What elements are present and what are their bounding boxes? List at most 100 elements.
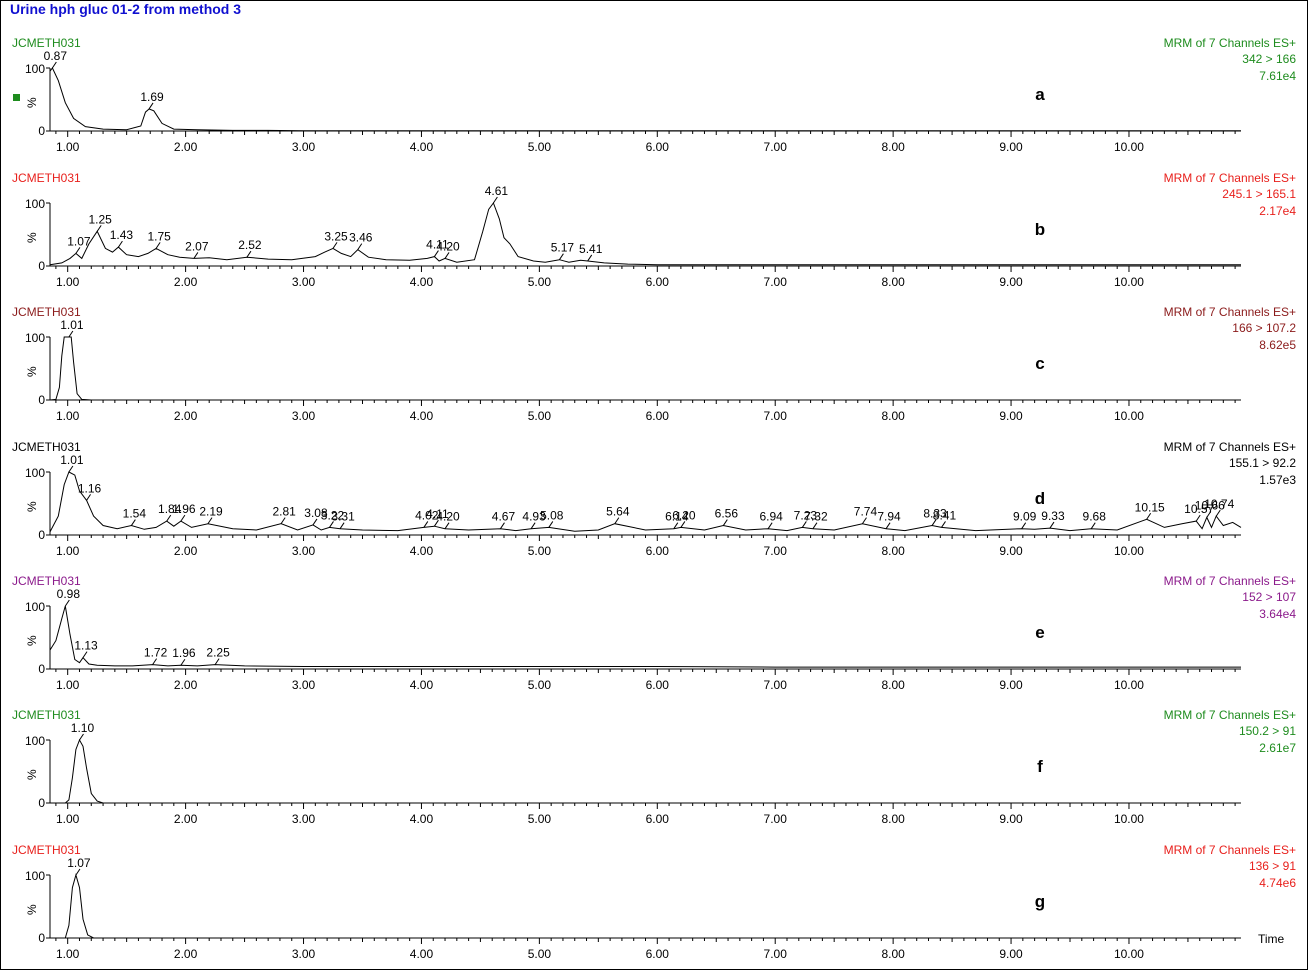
panel-d-trace	[49, 471, 1242, 533]
panel-d-peak-label: 3.31	[331, 510, 355, 524]
panel-f-y-tick-label-100: 100	[25, 734, 45, 748]
panel-d-peak-label: 8.33	[923, 507, 947, 521]
panel-d-peak-label: 8.41	[933, 508, 957, 522]
panel-d-peak-label: 1.84	[158, 502, 182, 516]
panel-b-x-tick-label: 3.00	[292, 275, 316, 289]
panel-b-x-tick-label: 10.00	[1114, 275, 1144, 289]
panel-a-trace	[49, 67, 1241, 132]
panel-e-peak-label: 0.98	[57, 587, 81, 601]
panel-e-x-tick-label: 7.00	[764, 678, 788, 692]
panel-c-x-tick-label: 9.00	[999, 409, 1023, 423]
panel-f-transition: 150.2 > 91	[1239, 724, 1296, 738]
panel-d-peak-leader	[434, 519, 439, 527]
panel-b-intensity: 2.17e4	[1259, 204, 1296, 218]
x-axis-label: Time	[1258, 932, 1285, 946]
panel-b-peak-label: 4.11	[426, 238, 449, 252]
panel-a-y-tick-label-0: 0	[38, 124, 45, 138]
panel-d-peak-label: 4.02	[415, 508, 439, 522]
panel-c-transition: 166 > 107.2	[1232, 321, 1296, 335]
panel-d-y-tick-label-100: 100	[25, 466, 45, 480]
panel-c-intensity: 8.62e5	[1259, 338, 1296, 352]
panel-d-peak-leader	[722, 519, 728, 526]
panel-g-x-tick-label: 4.00	[410, 947, 434, 961]
panel-g-x-tick-label: 6.00	[646, 947, 670, 961]
panel-a-peak-leader	[148, 102, 154, 110]
panel-d-peak-label: 10.74	[1204, 497, 1234, 511]
panel-b-peak-label: 1.43	[110, 228, 134, 242]
panel-e-peak-label: 1.96	[172, 646, 196, 660]
panel-g-scan: MRM of 7 Channels ES+	[1164, 843, 1296, 857]
panel-d-peak-leader	[312, 518, 318, 526]
panel-g-y-tick-label-0: 0	[38, 931, 45, 945]
panel-b-x-tick-label: 9.00	[999, 275, 1023, 289]
panel-d-peak-label: 4.93	[522, 510, 546, 524]
panel-a-intensity: 7.61e4	[1259, 69, 1296, 83]
panel-a-sample: JCMETH031	[12, 36, 81, 50]
panel-d-peak-leader	[680, 521, 686, 528]
panel-c-x-tick-label: 8.00	[881, 409, 905, 423]
panel-d-peak-leader	[280, 517, 286, 524]
panel-d-peak-label: 10.66	[1195, 498, 1225, 512]
panel-d-peak-label: 10.57	[1184, 502, 1214, 516]
panel-f-x-tick-label: 3.00	[292, 812, 316, 826]
panel-f-x-tick-label: 2.00	[174, 812, 198, 826]
panel-c-x-tick-label: 7.00	[764, 409, 788, 423]
panel-d-peak-label: 6.20	[672, 508, 696, 522]
panel-f-x-tick-label: 9.00	[999, 812, 1023, 826]
panel-g-x-tick-label: 9.00	[999, 947, 1023, 961]
panel-e-scan: MRM of 7 Channels ES+	[1164, 574, 1296, 588]
panel-a-x-tick-label: 9.00	[999, 140, 1023, 154]
panel-b-peak-label: 3.25	[324, 229, 348, 243]
panel-d-x-tick-label: 5.00	[528, 544, 552, 558]
panel-b-trace	[49, 201, 1241, 266]
panel-d-peak-label: 4.11	[426, 507, 449, 521]
panel-a-x-tick-label: 10.00	[1114, 140, 1144, 154]
trace-select-marker	[13, 94, 20, 101]
panel-f-x-tick-label: 1.00	[56, 812, 80, 826]
panel-d-peak-leader	[1090, 522, 1096, 529]
panel-d-peak-label: 7.94	[877, 510, 901, 524]
panel-e-peak-leader	[214, 658, 220, 665]
panel-e-peak-leader	[64, 599, 70, 607]
panel-b-peak-label: 5.41	[579, 242, 603, 256]
panel-a-x-tick-label: 7.00	[764, 140, 788, 154]
panel-d-peak-leader	[130, 519, 136, 526]
panel-f-y-label: %	[25, 769, 39, 780]
panel-f-x-tick-label: 8.00	[881, 812, 905, 826]
panel-a-x-tick-label: 1.00	[56, 140, 80, 154]
panel-d-peak-label: 9.68	[1083, 510, 1107, 524]
panel-g-sample: JCMETH031	[12, 843, 81, 857]
panel-b-peak-label: 2.07	[185, 239, 209, 253]
panel-d-peak-leader	[207, 517, 213, 524]
panel-e-y-label: %	[25, 635, 39, 646]
panel-d-peak-label: 1.16	[78, 481, 102, 495]
panel-f-sample: JCMETH031	[12, 708, 81, 722]
panel-g-peak-label: 1.07	[67, 856, 91, 870]
panel-e-y-tick-label-100: 100	[25, 600, 45, 614]
panel-d-peak-leader	[339, 522, 345, 529]
panel-f-x-tick-label: 6.00	[646, 812, 670, 826]
panel-b-peak-leader	[246, 250, 252, 258]
panel-c-sample: JCMETH031	[12, 305, 81, 319]
panel-d-peak-leader	[548, 521, 554, 528]
panel-c-scan: MRM of 7 Channels ES+	[1164, 305, 1296, 319]
panel-c-y-label: %	[25, 366, 39, 377]
panel-e-x-tick-label: 4.00	[410, 678, 434, 692]
panel-d-intensity: 1.57e3	[1259, 473, 1296, 487]
panel-g-x-tick-label: 3.00	[292, 947, 316, 961]
panel-b-peak-label: 1.25	[88, 212, 112, 226]
panel-c-x-tick-label: 1.00	[56, 409, 80, 423]
panel-d-peak-leader	[767, 522, 773, 529]
panel-d-peak-leader	[329, 521, 334, 528]
panel-c-x-tick-label: 6.00	[646, 409, 670, 423]
panel-a-x-tick-label: 4.00	[410, 140, 434, 154]
panel-b-x-tick-label: 1.00	[56, 275, 80, 289]
panel-e-x-tick-label: 3.00	[292, 678, 316, 692]
panel-e-x-tick-label: 5.00	[528, 678, 552, 692]
panel-g-peak-leader	[75, 868, 81, 876]
panel-d-peak-leader	[86, 494, 91, 501]
panel-f-x-tick-label: 10.00	[1114, 812, 1144, 826]
panel-d-peak-leader	[862, 517, 867, 524]
panel-b-peak-label: 1.75	[147, 229, 171, 243]
